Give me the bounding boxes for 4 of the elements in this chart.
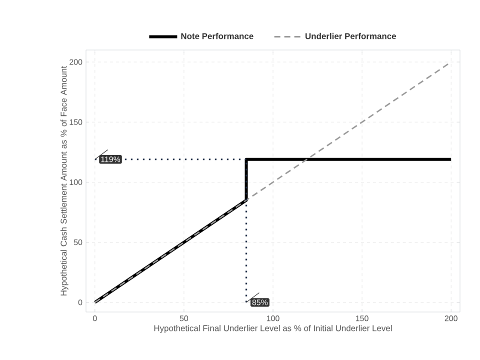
y-axis-title: Hypothetical Cash Settlement Amount as % of Face Amount xyxy=(60,66,68,296)
legend-label: Underlier Performance xyxy=(306,32,396,40)
legend-label: Note Performance xyxy=(181,32,254,40)
x-axis-title: Hypothetical Final Underlier Level as % of Initial Underlier Level xyxy=(154,325,392,333)
